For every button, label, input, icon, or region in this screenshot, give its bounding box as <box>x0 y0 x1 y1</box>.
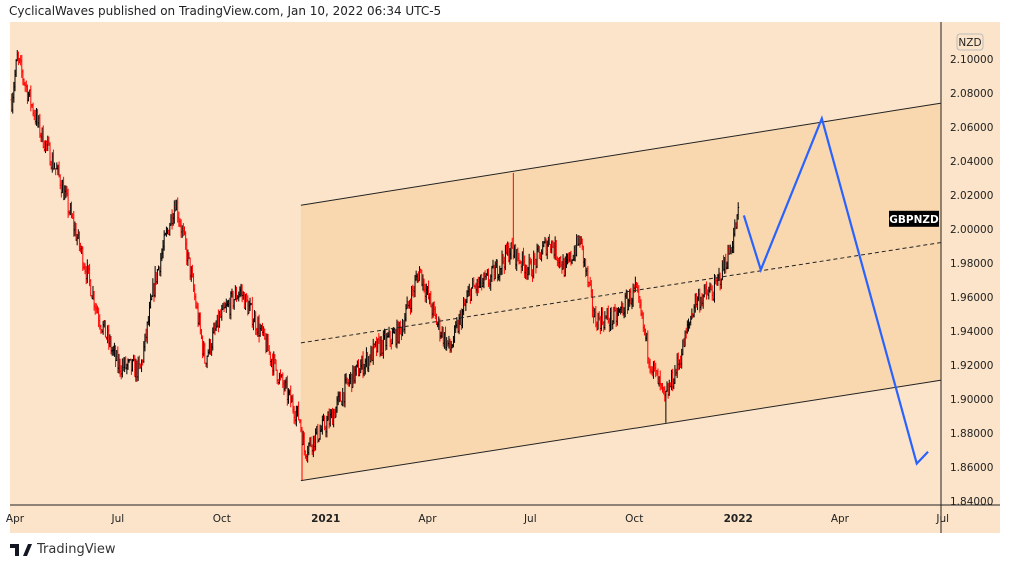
tradingview-logo-icon <box>10 543 32 556</box>
footer-brand[interactable]: TradingView <box>10 542 116 557</box>
channel-upper-line[interactable] <box>300 102 941 206</box>
price-tick-label: 2.00000 <box>950 224 993 236</box>
price-tick-label: 2.02000 <box>950 190 993 202</box>
time-tick-label: Jul <box>935 513 949 525</box>
symbol-label: GBPNZD <box>889 210 939 227</box>
publish-header: CyclicalWaves published on TradingView.c… <box>9 4 442 18</box>
channel-lower-line[interactable] <box>300 379 941 482</box>
price-tick-label: 1.86000 <box>950 462 993 474</box>
time-tick-label: 2022 <box>724 513 753 525</box>
time-tick-label: Jul <box>523 513 537 525</box>
time-tick-label: Oct <box>213 513 231 525</box>
time-tick-label: Apr <box>831 513 850 525</box>
price-tick-label: 2.06000 <box>950 122 993 134</box>
time-tick-label: Apr <box>6 513 25 525</box>
price-tick-label: 2.08000 <box>950 88 993 100</box>
time-tick-label: Apr <box>418 513 437 525</box>
svg-text:GBPNZD: GBPNZD <box>889 214 939 226</box>
price-tick-label: 1.84000 <box>950 496 993 508</box>
price-tick-label: 2.10000 <box>950 54 993 66</box>
price-tick-label: 1.98000 <box>950 258 993 270</box>
price-tick-label: 1.92000 <box>950 360 993 372</box>
price-axis[interactable]: 2.10000 2.08000 2.06000 2.04000 2.02000 2.000… <box>950 54 993 508</box>
candle <box>737 202 740 220</box>
time-tick-label: Oct <box>625 513 643 525</box>
candles-group <box>10 50 740 481</box>
price-tick-label: 1.88000 <box>950 428 993 440</box>
price-tick-label: 2.04000 <box>950 156 993 168</box>
projection-path[interactable] <box>742 115 929 466</box>
currency-label: NZD <box>958 37 981 49</box>
time-tick-label: 2021 <box>311 513 340 525</box>
price-tick-label: 1.94000 <box>950 326 993 338</box>
price-tick-label: 1.96000 <box>950 292 993 304</box>
price-tick-label: 1.90000 <box>950 394 993 406</box>
channel-middle-line[interactable] <box>300 242 941 344</box>
footer-brand-label: TradingView <box>37 542 116 557</box>
channel-fill <box>300 103 941 481</box>
time-axis[interactable]: Apr Jul Oct 2021 Apr Jul Oct 2022 Apr Jul <box>6 513 949 525</box>
time-tick-label: Jul <box>110 513 124 525</box>
currency-badge[interactable] <box>956 33 984 51</box>
